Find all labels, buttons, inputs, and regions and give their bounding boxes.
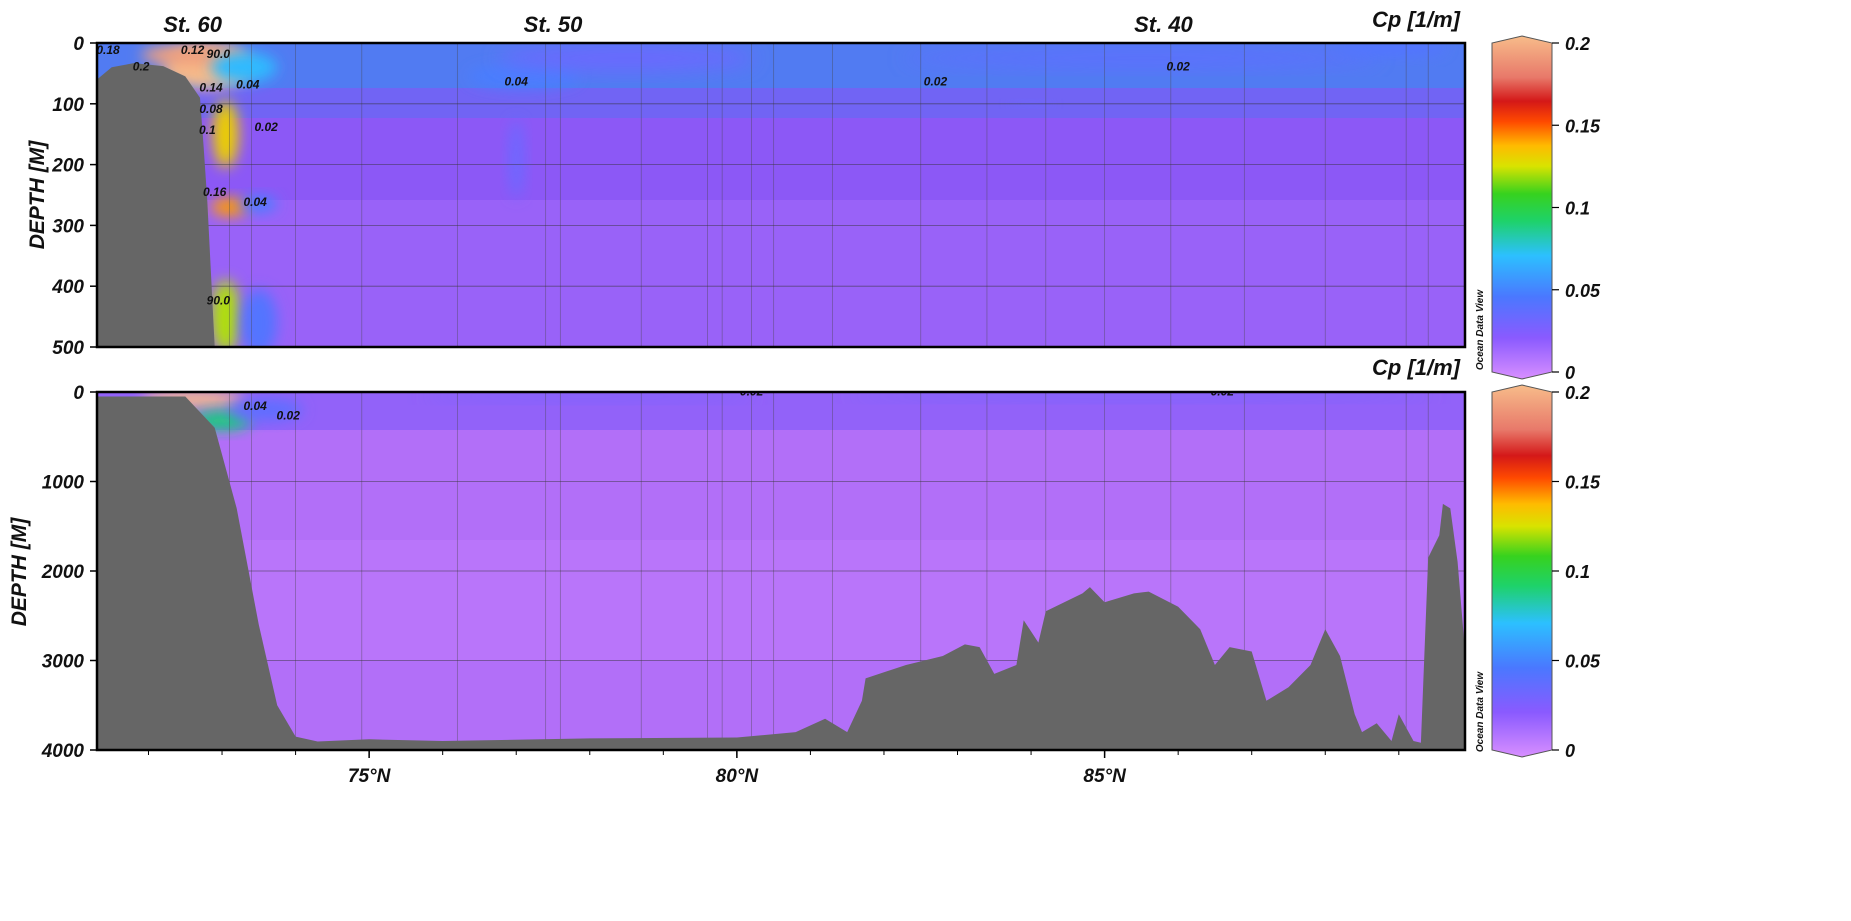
upper-section-panel: 0.18 0.12 0.2 90.0 0.04 0.14 0.08 0.1 0.02 0.04 0.… — [26, 12, 1467, 359]
lower-bathymetry — [97, 396, 1465, 750]
top-feature-6 — [211, 280, 241, 347]
upper-colorbar-scale — [1491, 35, 1553, 380]
top-contour-label-0: 0.18 — [96, 43, 120, 57]
x-tick-label-2: 85°N — [1083, 766, 1127, 787]
bot-feature-4 — [847, 392, 1436, 401]
top-contour-label-5: 0.14 — [199, 81, 223, 95]
upper-plot-frame — [95, 41, 1467, 349]
upper-gridlines — [97, 103, 1465, 287]
bot-contour-label-3: 0.02 — [1211, 385, 1235, 399]
top-colorbar-tick-label-4: 0 — [1565, 363, 1575, 383]
lower-colorbar-scale — [1491, 384, 1553, 758]
lower-y-axis-title: DEPTH [M] — [8, 517, 31, 626]
top-contour-label-13: 0.04 — [243, 195, 267, 209]
top-feature-7 — [240, 289, 278, 347]
top-contour-label-11: 0.02 — [1166, 59, 1190, 73]
lower-odv-credit: Ocean Data View — [1475, 671, 1486, 752]
station-label-1: St. 50 — [524, 12, 583, 37]
upper-colorbar: Cp [1/m] 0.2 0.15 0.1 0.05 0 Ocean Data View — [1372, 7, 1601, 383]
top-contour-label-8: 0.02 — [254, 120, 278, 134]
bot-contour-label-1: 0.02 — [277, 409, 301, 423]
bot-feature-2 — [229, 398, 303, 422]
top-feature-11 — [902, 49, 1381, 68]
top-feature-12 — [1336, 43, 1447, 57]
top-y-tick-label-1: 100 — [52, 95, 84, 116]
lower-contour-labels: 0.04 0.02 0.02 0.02 — [243, 385, 1235, 423]
lower-y-axis: 0 1000 2000 3000 4000 — [41, 383, 97, 762]
top-colorbar-tick-label-2: 0.1 — [1565, 199, 1590, 219]
bot-feature-3 — [424, 392, 756, 401]
top-contour-label-7: 0.1 — [199, 123, 216, 137]
top-feature-9 — [508, 119, 525, 199]
bot-y-tick-label-0: 0 — [73, 383, 84, 404]
bot-colorbar-tick-label-0: 0.2 — [1565, 383, 1590, 403]
top-y-tick-label-0: 0 — [73, 34, 84, 55]
upper-y-axis: 0 100 200 300 400 500 — [51, 34, 97, 359]
upper-station-lines — [228, 43, 1429, 347]
upper-odv-credit: Ocean Data View — [1475, 289, 1486, 370]
top-y-tick-label-3: 300 — [52, 216, 84, 237]
top-contour-label-10: 0.02 — [924, 75, 948, 89]
lower-mid-band — [97, 540, 1465, 660]
bot-y-tick-label-3: 3000 — [42, 652, 85, 673]
bot-colorbar-tick-label-2: 0.1 — [1565, 562, 1590, 582]
upper-subsurface-band — [97, 88, 1465, 118]
upper-colorbar-title: Cp [1/m] — [1372, 7, 1461, 32]
top-y-tick-label-2: 200 — [51, 156, 84, 177]
bot-colorbar-tick-label-4: 0 — [1565, 741, 1575, 761]
bot-colorbar-tick-label-1: 0.15 — [1565, 473, 1601, 493]
top-feature-8 — [468, 64, 579, 89]
top-feature-2 — [212, 100, 239, 168]
upper-y-axis-title: DEPTH [M] — [26, 140, 49, 249]
top-feature-5 — [240, 195, 278, 213]
top-contour-label-4: 0.04 — [236, 78, 260, 92]
lower-section-panel: 0.04 0.02 0.02 0.02 0 1000 2000 3000 4000 75°N 8… — [8, 383, 1467, 787]
top-colorbar-tick-label-1: 0.15 — [1565, 116, 1601, 136]
bot-colorbar-tick-label-3: 0.05 — [1565, 652, 1601, 672]
x-tick-label-1: 80°N — [716, 766, 760, 787]
upper-deep-band — [97, 200, 1465, 347]
top-colorbar-tick-label-3: 0.05 — [1565, 281, 1601, 301]
top-y-tick-label-5: 500 — [52, 338, 84, 359]
top-contour-label-6: 0.08 — [199, 102, 223, 116]
station-labels: St. 60 St. 50 St. 40 — [163, 12, 1193, 37]
lower-colorbar-ticks: 0.2 0.15 0.1 0.05 0 — [1552, 383, 1601, 761]
top-feature-10 — [497, 46, 756, 71]
top-contour-label-12: 0.16 — [203, 185, 227, 199]
bot-contour-label-2: 0.02 — [740, 385, 764, 399]
top-contour-label-1: 0.12 — [181, 43, 205, 57]
bot-y-tick-label-2: 2000 — [41, 562, 85, 583]
bot-contour-label-0: 0.04 — [243, 399, 267, 413]
top-colorbar-tick-label-0: 0.2 — [1565, 34, 1590, 54]
lower-colorbar: Cp [1/m] 0.2 0.15 0.1 0.05 0 Ocean Data View — [1372, 355, 1601, 761]
x-axis: 75°N 80°N 85°N — [147, 750, 1400, 787]
upper-contour-labels: 0.18 0.12 0.2 90.0 0.04 0.14 0.08 0.1 0.02 0.04 0.… — [96, 43, 1190, 307]
x-tick-label-0: 75°N — [348, 766, 392, 787]
top-feature-3 — [211, 52, 278, 83]
station-label-0: St. 60 — [163, 12, 222, 37]
bot-y-tick-label-4: 4000 — [41, 741, 85, 762]
top-contour-label-14: 90.0 — [207, 293, 231, 307]
upper-field-features — [141, 43, 1447, 347]
top-feature-4 — [211, 198, 248, 217]
station-label-2: St. 40 — [1134, 12, 1193, 37]
top-contour-label-9: 0.04 — [505, 75, 529, 89]
top-contour-label-3: 90.0 — [207, 47, 231, 61]
upper-bathymetry — [97, 63, 215, 347]
lower-colorbar-title: Cp [1/m] — [1372, 355, 1461, 380]
upper-colorbar-ticks: 0.2 0.15 0.1 0.05 0 — [1552, 34, 1601, 383]
top-y-tick-label-4: 400 — [51, 277, 84, 298]
top-contour-label-2: 0.2 — [133, 59, 150, 73]
bot-y-tick-label-1: 1000 — [42, 473, 85, 494]
